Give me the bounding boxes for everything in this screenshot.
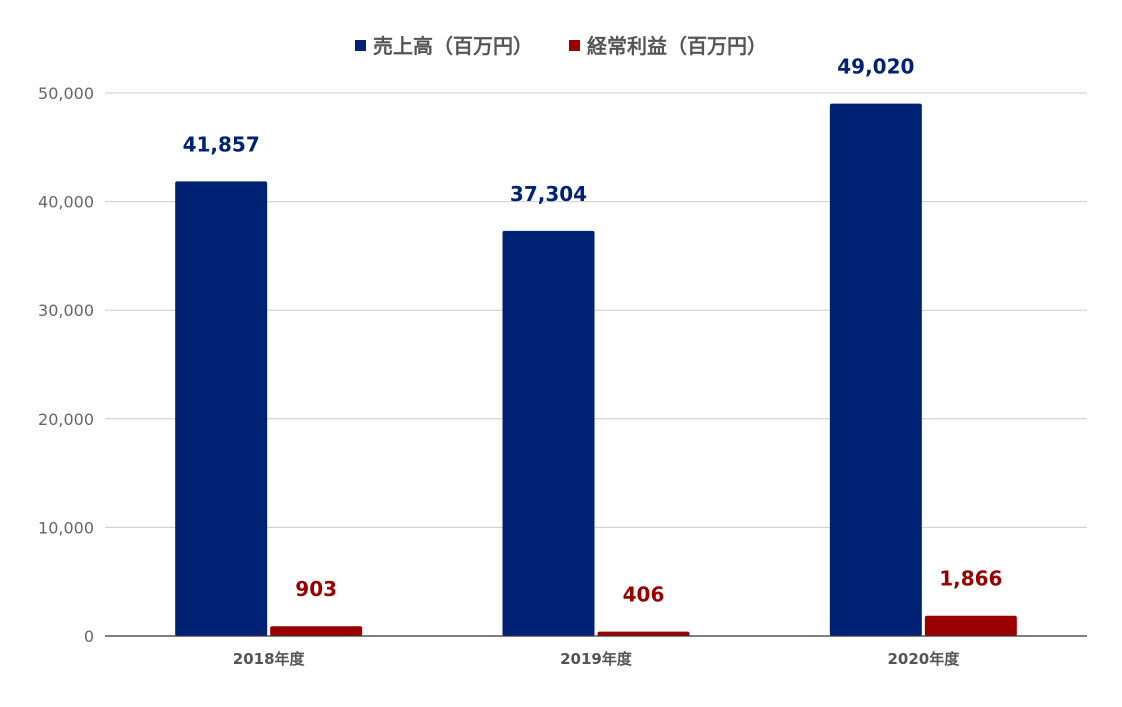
x-tick-label: 2018年度	[233, 650, 306, 668]
y-tick-label: 0	[84, 627, 94, 646]
data-label-ordinary-profit: 406	[623, 583, 665, 607]
bar-ordinary-profit-2	[924, 615, 1017, 636]
y-tick-label: 40,000	[38, 193, 94, 212]
legend-label: 売上高（百万円）	[373, 34, 533, 58]
legend-label: 経常利益（百万円）	[587, 34, 767, 58]
y-tick-label: 20,000	[38, 410, 94, 429]
bar-ordinary-profit-1	[597, 631, 690, 636]
data-labels: 41,857 903 37,304 406 49,020 1,866	[183, 55, 1003, 607]
bar-sales-1	[502, 230, 595, 637]
data-label-ordinary-profit: 1,866	[939, 567, 1002, 591]
gridlines	[105, 92, 1087, 528]
bar-sales-0	[175, 181, 268, 636]
bars	[175, 103, 1017, 637]
y-tick-label: 30,000	[38, 301, 94, 320]
data-label-sales: 37,304	[510, 182, 587, 206]
y-tick-label: 50,000	[38, 84, 94, 103]
bar-ordinary-profit-0	[270, 626, 363, 636]
y-axis-ticks: 0 10,000 20,000 30,000 40,000 50,000	[38, 84, 94, 646]
data-label-sales: 49,020	[837, 55, 914, 79]
legend-item-ordinary-profit: 経常利益（百万円）	[569, 34, 767, 58]
x-tick-label: 2020年度	[887, 650, 960, 668]
legend-swatch	[355, 40, 366, 51]
legend-item-sales: 売上高（百万円）	[355, 34, 533, 58]
bar-sales-2	[829, 103, 922, 636]
data-label-sales: 41,857	[183, 132, 260, 156]
legend-swatch	[569, 40, 580, 51]
x-tick-label: 2019年度	[560, 650, 633, 668]
y-tick-label: 10,000	[38, 518, 94, 537]
legend: 売上高（百万円） 経常利益（百万円）	[355, 34, 767, 58]
x-axis-ticks: 2018年度 2019年度 2020年度	[233, 650, 960, 668]
data-label-ordinary-profit: 903	[295, 577, 337, 601]
